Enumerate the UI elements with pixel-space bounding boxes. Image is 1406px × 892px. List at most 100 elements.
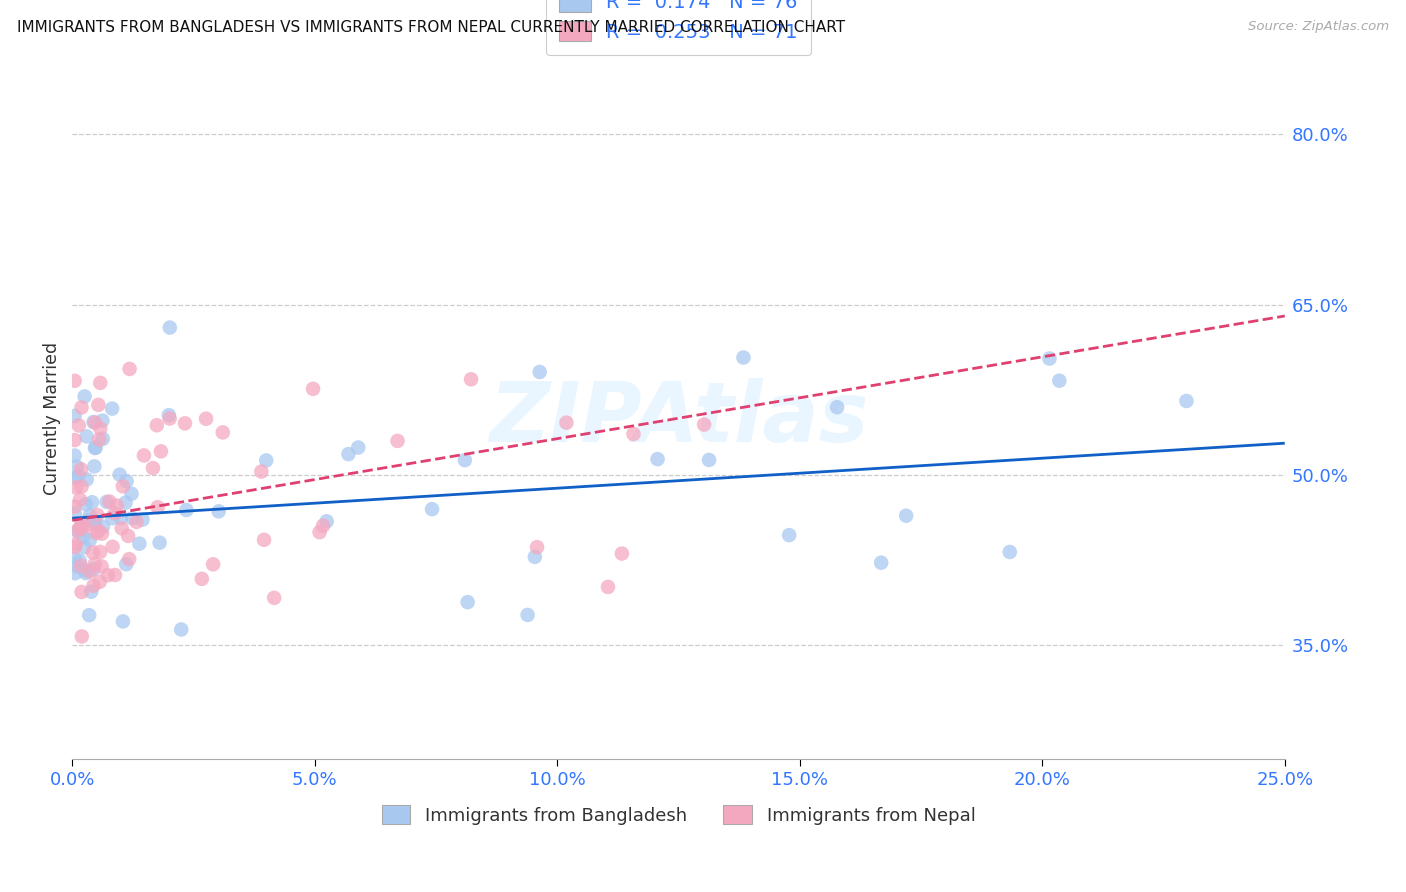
Point <box>91 432 114 446</box>
Point <box>83 459 105 474</box>
Point <box>79 508 101 523</box>
Point <box>89 545 111 559</box>
Point <box>420 502 443 516</box>
Point <box>82 579 104 593</box>
Point <box>208 504 231 518</box>
Point <box>132 449 155 463</box>
Point <box>308 525 330 540</box>
Point <box>387 434 409 448</box>
Point <box>111 479 134 493</box>
Point <box>87 398 110 412</box>
Point <box>98 494 121 508</box>
Point <box>86 508 108 522</box>
Point <box>70 518 93 533</box>
Point <box>70 462 93 476</box>
Point <box>83 416 105 430</box>
Point <box>67 469 90 483</box>
Point <box>555 416 578 430</box>
Point <box>69 554 91 568</box>
Point <box>65 537 87 551</box>
Point <box>83 415 105 429</box>
Point <box>174 417 197 431</box>
Point <box>110 511 132 525</box>
Point <box>76 473 98 487</box>
Point <box>76 429 98 443</box>
Point <box>1175 394 1198 409</box>
Point <box>89 574 111 589</box>
Point <box>195 411 218 425</box>
Point <box>114 495 136 509</box>
Point <box>337 447 360 461</box>
Point <box>131 512 153 526</box>
Point <box>211 425 233 440</box>
Point <box>693 417 716 432</box>
Point <box>66 559 89 574</box>
Point <box>121 487 143 501</box>
Point <box>108 467 131 482</box>
Point <box>149 535 172 549</box>
Point <box>610 547 633 561</box>
Point <box>70 585 93 599</box>
Point <box>70 629 93 643</box>
Point <box>176 503 198 517</box>
Point <box>75 497 97 511</box>
Point <box>77 608 100 623</box>
Point <box>90 559 112 574</box>
Point <box>89 421 111 435</box>
Point <box>647 452 669 467</box>
Point <box>104 568 127 582</box>
Point <box>73 541 96 555</box>
Point <box>596 580 619 594</box>
Point <box>263 591 285 605</box>
Point <box>733 351 755 365</box>
Point <box>75 566 97 581</box>
Point <box>454 453 477 467</box>
Point <box>101 540 124 554</box>
Point <box>63 433 86 447</box>
Point <box>89 433 111 447</box>
Point <box>73 564 96 578</box>
Point <box>118 362 141 376</box>
Legend: Immigrants from Bangladesh, Immigrants from Nepal: Immigrants from Bangladesh, Immigrants f… <box>374 798 983 831</box>
Point <box>70 521 93 535</box>
Point <box>87 524 110 538</box>
Text: IMMIGRANTS FROM BANGLADESH VS IMMIGRANTS FROM NEPAL CURRENTLY MARRIED CORRELATIO: IMMIGRANTS FROM BANGLADESH VS IMMIGRANTS… <box>17 20 845 35</box>
Point <box>67 418 90 433</box>
Point <box>70 558 93 573</box>
Point <box>302 382 325 396</box>
Point <box>312 518 335 533</box>
Point <box>457 595 479 609</box>
Point <box>170 623 193 637</box>
Point <box>91 519 114 533</box>
Point <box>111 521 134 535</box>
Point <box>118 552 141 566</box>
Point <box>63 449 86 463</box>
Point <box>146 418 169 433</box>
Point <box>76 513 98 527</box>
Point <box>67 524 90 539</box>
Point <box>117 529 139 543</box>
Point <box>70 480 93 494</box>
Point <box>63 507 86 521</box>
Point <box>66 523 89 537</box>
Point <box>111 615 134 629</box>
Point <box>623 427 645 442</box>
Point <box>142 461 165 475</box>
Point <box>86 526 108 541</box>
Point <box>159 411 181 425</box>
Point <box>63 409 86 423</box>
Point <box>149 444 172 458</box>
Point <box>89 376 111 390</box>
Point <box>529 365 551 379</box>
Point <box>96 495 118 509</box>
Point <box>104 506 127 520</box>
Point <box>157 408 180 422</box>
Point <box>70 401 93 415</box>
Point <box>82 545 104 559</box>
Point <box>75 518 97 533</box>
Point <box>101 511 124 525</box>
Point <box>69 492 91 507</box>
Point <box>91 414 114 428</box>
Point <box>202 558 225 572</box>
Point <box>83 562 105 576</box>
